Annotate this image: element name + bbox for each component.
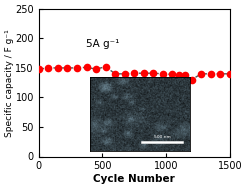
Point (104, 65, 108, 68)
Y-axis label: Specific capacity / F g⁻¹: Specific capacity / F g⁻¹ (5, 29, 14, 137)
Point (199, 72, 203, 75)
Point (46, 66, 50, 69)
Text: 5A g⁻¹: 5A g⁻¹ (86, 39, 119, 49)
Point (151, 72, 155, 75)
Point (228, 72, 232, 75)
Point (94, 68, 98, 71)
Point (56, 66, 60, 69)
Point (142, 72, 146, 75)
Point (209, 72, 213, 75)
Point (113, 72, 117, 75)
Point (190, 78, 194, 81)
Point (161, 72, 165, 75)
Point (37, 68, 41, 71)
Point (218, 72, 222, 75)
Point (170, 73, 174, 76)
Point (123, 72, 127, 75)
Point (65, 66, 69, 69)
Point (177, 74, 181, 77)
X-axis label: Cycle Number: Cycle Number (93, 174, 175, 184)
Point (75, 66, 79, 69)
Point (84, 66, 88, 69)
Point (132, 72, 136, 75)
Point (183, 74, 187, 77)
